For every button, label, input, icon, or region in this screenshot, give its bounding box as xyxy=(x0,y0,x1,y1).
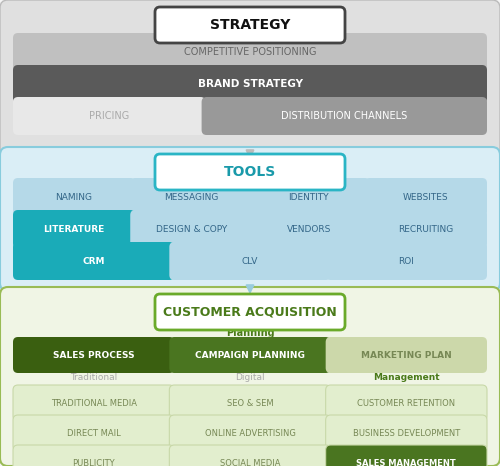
FancyBboxPatch shape xyxy=(326,445,487,466)
FancyBboxPatch shape xyxy=(130,210,252,248)
Text: NAMING: NAMING xyxy=(56,192,92,201)
FancyBboxPatch shape xyxy=(13,242,174,280)
Text: Planning: Planning xyxy=(226,328,274,338)
FancyBboxPatch shape xyxy=(365,210,487,248)
Text: CLV: CLV xyxy=(242,256,258,266)
Text: TOOLS: TOOLS xyxy=(224,165,276,179)
Text: IDENTITY: IDENTITY xyxy=(288,192,329,201)
Text: TRADITIONAL MEDIA: TRADITIONAL MEDIA xyxy=(50,398,136,407)
Text: CRM: CRM xyxy=(82,256,105,266)
FancyBboxPatch shape xyxy=(170,445,330,466)
FancyBboxPatch shape xyxy=(365,178,487,216)
Text: VENDORS: VENDORS xyxy=(286,225,331,233)
FancyBboxPatch shape xyxy=(170,415,330,451)
Text: WEBSITES: WEBSITES xyxy=(403,192,448,201)
FancyBboxPatch shape xyxy=(13,33,487,71)
FancyBboxPatch shape xyxy=(170,385,330,421)
Text: LITERATURE: LITERATURE xyxy=(44,225,105,233)
FancyBboxPatch shape xyxy=(170,242,330,280)
FancyBboxPatch shape xyxy=(13,210,135,248)
FancyBboxPatch shape xyxy=(248,210,370,248)
FancyBboxPatch shape xyxy=(0,287,500,466)
FancyBboxPatch shape xyxy=(130,178,252,216)
FancyBboxPatch shape xyxy=(155,154,345,190)
FancyBboxPatch shape xyxy=(13,97,205,135)
FancyBboxPatch shape xyxy=(155,7,345,43)
Text: COMPETITIVE POSITIONING: COMPETITIVE POSITIONING xyxy=(184,47,316,57)
Text: SALES MANAGEMENT: SALES MANAGEMENT xyxy=(356,459,456,466)
Text: SOCIAL MEDIA: SOCIAL MEDIA xyxy=(220,459,280,466)
FancyBboxPatch shape xyxy=(13,385,174,421)
Text: ROI: ROI xyxy=(398,256,414,266)
FancyBboxPatch shape xyxy=(248,178,370,216)
Text: ONLINE ADVERTISING: ONLINE ADVERTISING xyxy=(204,429,296,438)
Text: Traditional: Traditional xyxy=(70,374,117,383)
FancyBboxPatch shape xyxy=(13,337,174,373)
Text: PUBLICITY: PUBLICITY xyxy=(72,459,115,466)
FancyBboxPatch shape xyxy=(0,0,500,156)
FancyBboxPatch shape xyxy=(155,294,345,330)
Text: SEO & SEM: SEO & SEM xyxy=(226,398,274,407)
Text: DESIGN & COPY: DESIGN & COPY xyxy=(156,225,227,233)
Text: STRATEGY: STRATEGY xyxy=(210,18,290,32)
Text: CUSTOMER ACQUISITION: CUSTOMER ACQUISITION xyxy=(163,306,337,318)
Text: BRAND STRATEGY: BRAND STRATEGY xyxy=(198,79,302,89)
Text: CAMPAIGN PLANNING: CAMPAIGN PLANNING xyxy=(195,350,305,359)
FancyBboxPatch shape xyxy=(326,242,487,280)
FancyBboxPatch shape xyxy=(13,178,135,216)
Text: DIRECT MAIL: DIRECT MAIL xyxy=(67,429,120,438)
FancyBboxPatch shape xyxy=(326,385,487,421)
Text: MESSAGING: MESSAGING xyxy=(164,192,218,201)
Text: DISTRIBUTION CHANNELS: DISTRIBUTION CHANNELS xyxy=(281,111,407,121)
Text: Management: Management xyxy=(373,374,440,383)
Text: CUSTOMER RETENTION: CUSTOMER RETENTION xyxy=(358,398,456,407)
FancyBboxPatch shape xyxy=(13,445,174,466)
Text: SALES PROCESS: SALES PROCESS xyxy=(53,350,134,359)
FancyBboxPatch shape xyxy=(13,65,487,103)
FancyBboxPatch shape xyxy=(170,337,330,373)
FancyBboxPatch shape xyxy=(13,415,174,451)
Text: PRICING: PRICING xyxy=(89,111,130,121)
Text: BUSINESS DEVELOPMENT: BUSINESS DEVELOPMENT xyxy=(352,429,460,438)
Text: RECRUITING: RECRUITING xyxy=(398,225,454,233)
FancyBboxPatch shape xyxy=(0,147,500,291)
FancyBboxPatch shape xyxy=(326,337,487,373)
FancyBboxPatch shape xyxy=(326,415,487,451)
Text: Digital: Digital xyxy=(235,374,265,383)
FancyBboxPatch shape xyxy=(202,97,487,135)
Text: MARKETING PLAN: MARKETING PLAN xyxy=(361,350,452,359)
